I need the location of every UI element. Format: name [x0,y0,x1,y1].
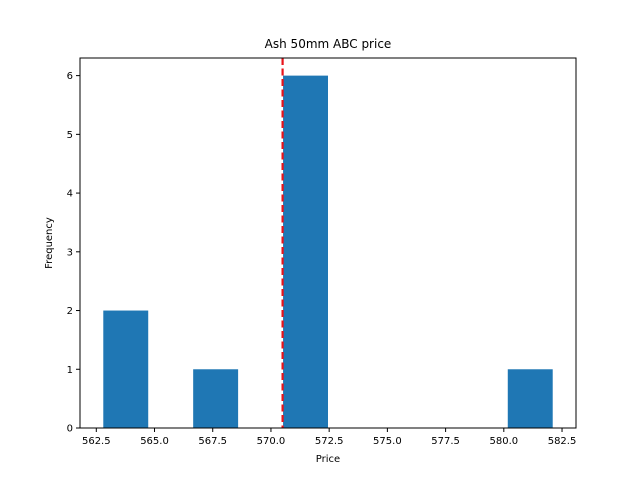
x-axis-label: Price [316,454,340,465]
x-axis-ticks: 562.5 565.0 567.5 570.0 572.5 575.0 577.5 580.0… [82,428,576,447]
x-tick-label: 570.0 [257,436,286,447]
x-tick-label: 572.5 [315,436,344,447]
y-tick-label: 4 [67,189,73,200]
histogram-bar [283,75,328,428]
x-tick-label: 567.5 [198,436,227,447]
y-tick-label: 0 [67,424,73,435]
histogram-bar [103,310,149,428]
plot-area-frame [79,57,577,429]
histogram-bar [193,369,239,428]
y-axis-ticks: 0 1 2 3 4 5 6 [67,71,80,435]
x-tick-label: 562.5 [82,436,111,447]
y-tick-label: 3 [67,247,73,258]
y-axis-label: Frequency [44,217,55,269]
chart-title: Ash 50mm ABC price [265,37,392,51]
y-tick-label: 2 [67,306,73,317]
y-tick-label: 5 [67,130,73,141]
x-tick-label: 582.5 [548,436,577,447]
x-tick-label: 575.0 [373,436,402,447]
histogram-bar [507,369,553,428]
x-tick-label: 565.0 [140,436,169,447]
y-tick-label: 1 [67,365,73,376]
bars-layer [103,75,553,428]
x-tick-label: 577.5 [431,436,460,447]
y-tick-label: 6 [67,71,73,82]
x-tick-label: 580.0 [489,436,518,447]
